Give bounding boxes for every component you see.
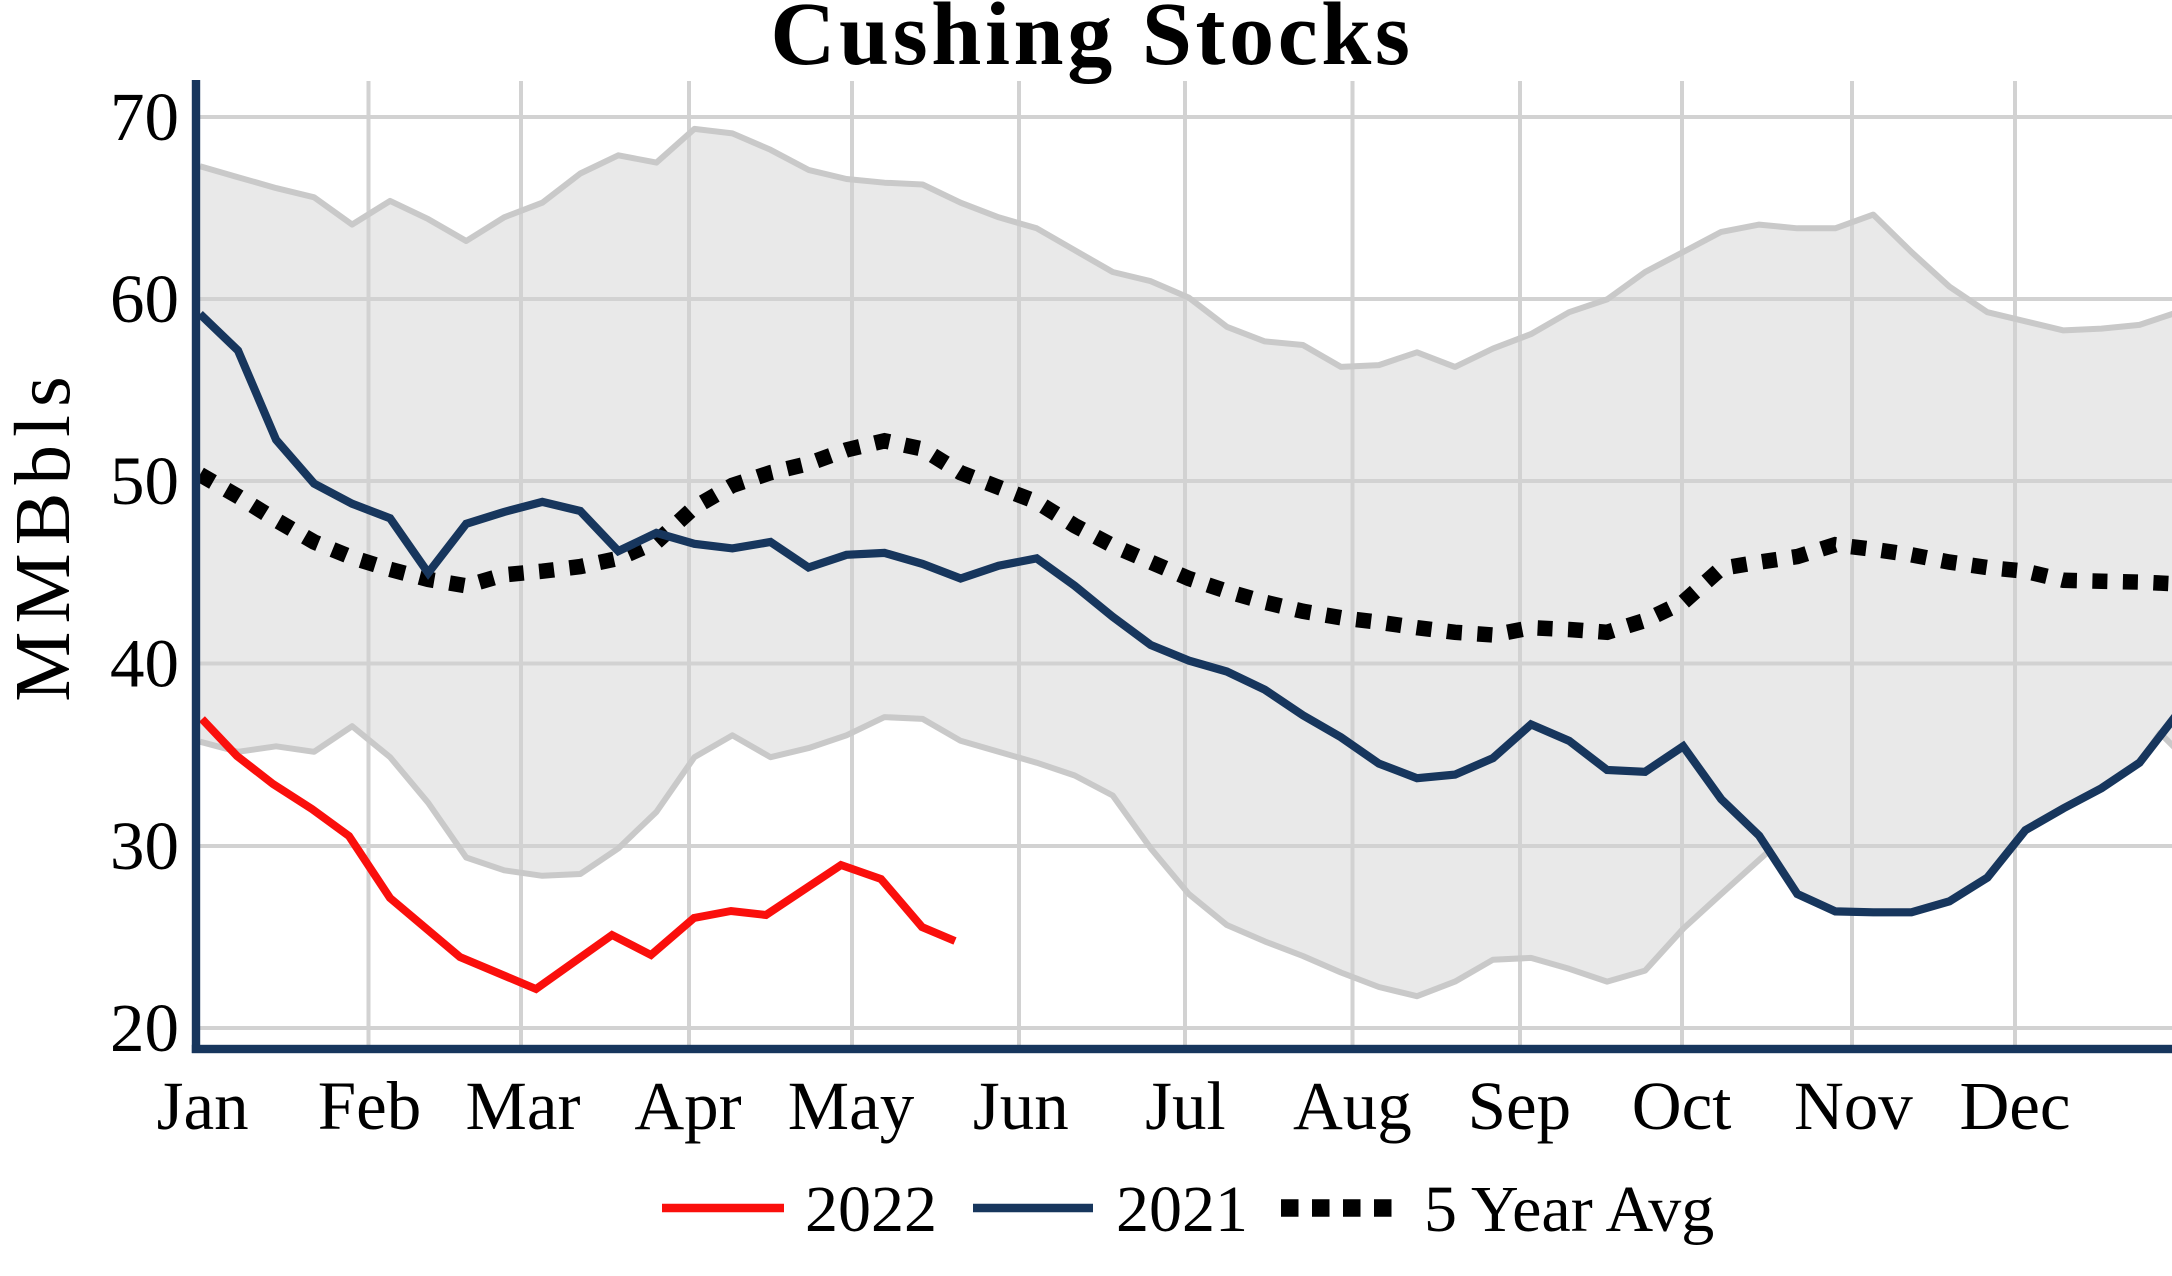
svg-text:Feb: Feb	[318, 1068, 422, 1144]
svg-text:Nov: Nov	[1794, 1068, 1913, 1144]
svg-text:60: 60	[110, 261, 179, 337]
svg-text:40: 40	[110, 626, 179, 702]
svg-text:30: 30	[110, 808, 179, 884]
svg-text:Aug: Aug	[1293, 1068, 1412, 1144]
svg-text:Dec: Dec	[1959, 1068, 2070, 1144]
svg-text:Mar: Mar	[466, 1068, 581, 1144]
svg-text:Jun: Jun	[973, 1068, 1069, 1144]
svg-text:May: May	[788, 1068, 915, 1144]
svg-text:70: 70	[110, 79, 179, 155]
svg-text:2021: 2021	[1116, 1173, 1248, 1246]
svg-text:5 Year Avg: 5 Year Avg	[1424, 1173, 1714, 1246]
svg-text:Jul: Jul	[1145, 1068, 1226, 1144]
svg-text:Oct: Oct	[1632, 1068, 1732, 1144]
svg-text:MMBbls: MMBbls	[0, 368, 87, 701]
svg-text:Jan: Jan	[157, 1068, 249, 1144]
svg-text:2022: 2022	[805, 1173, 937, 1246]
svg-text:Sep: Sep	[1468, 1068, 1572, 1144]
svg-text:50: 50	[110, 443, 179, 519]
svg-text:20: 20	[110, 990, 179, 1066]
svg-text:Apr: Apr	[634, 1068, 741, 1144]
svg-text:Cushing Stocks: Cushing Stocks	[770, 0, 1413, 84]
